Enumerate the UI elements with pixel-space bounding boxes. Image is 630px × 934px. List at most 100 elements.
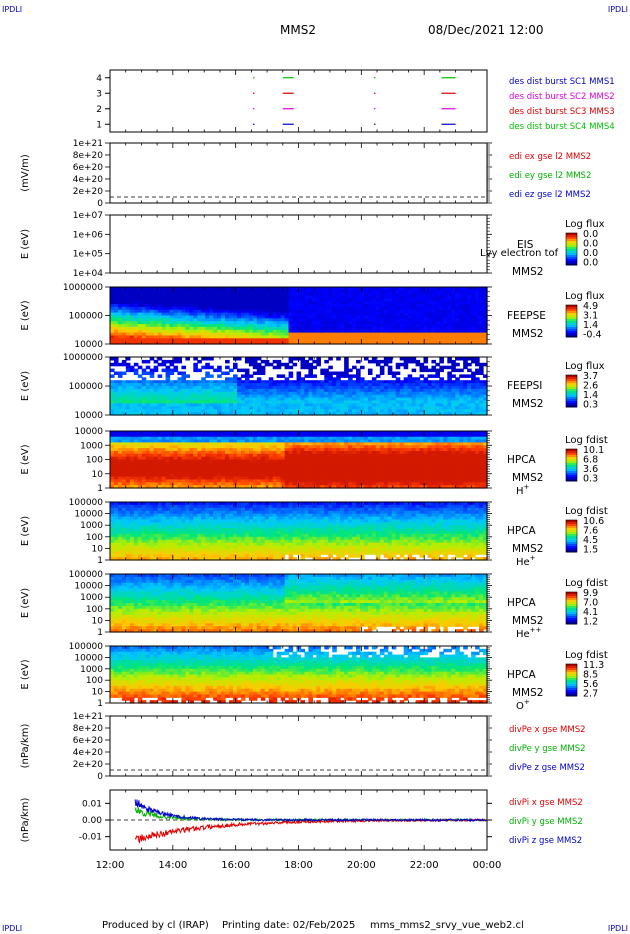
- legend-des-dist-burst-sc4-mms4: des dist burst SC4 MMS4: [509, 122, 615, 132]
- panel-frame-burst: [109, 69, 488, 133]
- ytick-label-burst: 2: [96, 105, 102, 115]
- colorbar-swatch-hpca_h: [566, 461, 577, 464]
- ytick-label-hpca_hepp: 1: [97, 628, 103, 638]
- species-label-hpca_hepp: He++: [516, 626, 542, 640]
- instrument-label-hpca_he: HPCA: [507, 525, 537, 537]
- footer-filename: mms_mms2_srvy_vue_web2.cl: [370, 920, 524, 931]
- colorbar-swatch-feeps_e: [566, 315, 577, 318]
- colorbar-swatch-hpca_h: [566, 459, 577, 462]
- colorbar-swatch-hpca_o: [566, 676, 577, 679]
- ytick-label-divpe: 2e+20: [73, 760, 104, 770]
- colorbar-swatch-hpca_h: [566, 471, 577, 474]
- colorbar-swatch-hpca_hepp: [566, 608, 577, 611]
- colorbar-swatch-hpca_hepp: [566, 622, 577, 625]
- colorbar-swatch-feeps_e: [566, 321, 577, 324]
- colorbar-swatch-feeps_e: [566, 317, 577, 320]
- ytick-label-hpca_h: 1000: [80, 441, 103, 451]
- colorbar-tick-hpca_h: 0.3: [583, 474, 598, 485]
- colorbar-swatch-hpca_o: [566, 670, 577, 673]
- colorbar-swatch-hpca_hepp: [566, 618, 577, 621]
- ytick-label-hpca_hepp: 100: [86, 605, 103, 615]
- ytick-label-divpi: -0.01: [79, 833, 102, 843]
- colorbar-swatch-eis: [566, 233, 577, 236]
- colorbar-tick-feeps_e: -0.4: [583, 330, 602, 341]
- colorbar-swatch-hpca_hepp: [566, 592, 577, 595]
- legend-divpe-y-gse-mms2: divPe y gse MMS2: [509, 744, 586, 754]
- colorbar-swatch-feeps_i: [566, 403, 577, 406]
- colorbar-swatch-feeps_e: [566, 313, 577, 316]
- colorbar-swatch-eis: [566, 257, 577, 260]
- ytick-label-hpca_hepp: 100000: [69, 570, 104, 580]
- spacecraft-label-hpca_hepp: MMS2: [512, 615, 543, 627]
- colorbar-swatch-hpca_he: [566, 542, 577, 545]
- ytick-label-hpca_h: 100: [86, 456, 103, 466]
- panel-frame-edi: [109, 142, 488, 204]
- overlay-label-eis: Lvy electron tof: [480, 248, 559, 259]
- ytick-label-eis: 1e+06: [73, 230, 104, 240]
- colorbar-swatch-eis: [566, 253, 577, 256]
- colorbar-swatch-hpca_he: [566, 550, 577, 553]
- spacecraft-label-hpca_o: MMS2: [512, 687, 543, 699]
- colorbar-swatch-feeps_i: [566, 391, 577, 394]
- ytick-label-hpca_o: 10000: [74, 653, 103, 663]
- colorbar-swatch-hpca_hepp: [566, 606, 577, 609]
- ytick-label-divpi: 0.01: [82, 799, 102, 809]
- ylabel-hpca_o: E (eV): [20, 659, 31, 689]
- colorbar-tick-hpca_hepp: 4.1: [583, 607, 598, 618]
- colorbar-swatch-hpca_o: [566, 694, 577, 697]
- legend-divpi-z-gse-mms2: divPi z gse MMS2: [509, 836, 582, 846]
- ytick-label-eis: 1e+05: [73, 250, 103, 260]
- ytick-label-divpe: 6e+20: [73, 736, 104, 746]
- colorbar-swatch-hpca_he: [566, 538, 577, 541]
- colorbar-swatch-hpca_he: [566, 534, 577, 537]
- ytick-label-divpe: 8e+20: [73, 724, 104, 734]
- colorbar-swatch-hpca_he: [566, 540, 577, 543]
- colorbar-tick-feeps_e: 1.4: [583, 320, 598, 331]
- colorbar-tick-feeps_e: 3.1: [583, 311, 598, 322]
- legend-edi-ez-gse-l2-mms2: edi ez gse l2 MMS2: [509, 190, 591, 200]
- colorbar-swatch-feeps_e: [566, 333, 577, 336]
- colorbar-swatch-feeps_i: [566, 397, 577, 400]
- ytick-label-hpca_o: 100000: [69, 642, 104, 652]
- ytick-label-hpca_o: 1: [97, 699, 103, 709]
- panel-frame-eis: [109, 214, 488, 274]
- ylabel-feeps_e: E (eV): [20, 300, 31, 330]
- corner-label-top-left: IPDLI: [2, 5, 23, 14]
- ylabel-feeps_i: E (eV): [20, 371, 31, 401]
- colorbar-swatch-hpca_h: [566, 467, 577, 470]
- colorbar-swatch-hpca_h: [566, 473, 577, 476]
- legend-divpe-x-gse-mms2: divPe x gse MMS2: [509, 725, 586, 735]
- spectrogram-feeps_i: [110, 357, 488, 416]
- instrument-label-hpca_h: HPCA: [507, 454, 537, 466]
- ytick-label-divpe: 1e+21: [73, 712, 103, 722]
- colorbar-swatch-feeps_e: [566, 335, 577, 338]
- colorbar-swatch-hpca_h: [566, 465, 577, 468]
- colorbar-swatch-hpca_he: [566, 536, 577, 539]
- spectrogram-hpca_o: [110, 646, 488, 704]
- colorbar-swatch-hpca_h: [566, 477, 577, 480]
- colorbar-tick-hpca_he: 10.6: [583, 516, 604, 527]
- colorbar-swatch-hpca_he: [566, 532, 577, 535]
- colorbar-swatch-hpca_he: [566, 546, 577, 549]
- legend-divpi-x-gse-mms2: divPi x gse MMS2: [509, 798, 583, 808]
- colorbar-swatch-hpca_hepp: [566, 600, 577, 603]
- time-tick-label: 16:00: [221, 860, 250, 871]
- ytick-label-hpca_h: 10: [92, 470, 104, 480]
- time-tick-label: 00:00: [473, 860, 502, 871]
- instrument-label-hpca_hepp: HPCA: [507, 597, 537, 609]
- spacecraft-label-hpca_h: MMS2: [512, 472, 543, 484]
- species-label-hpca_he: He+: [516, 554, 536, 568]
- colorbar-swatch-feeps_i: [566, 405, 577, 408]
- colorbar-tick-hpca_he: 1.5: [583, 545, 598, 556]
- colorbar-tick-hpca_hepp: 7.0: [583, 598, 598, 609]
- colorbar-swatch-hpca_hepp: [566, 596, 577, 599]
- colorbar-swatch-feeps_e: [566, 327, 577, 330]
- colorbar-swatch-feeps_i: [566, 401, 577, 404]
- colorbar-swatch-feeps_i: [566, 395, 577, 398]
- colorbar-swatch-hpca_he: [566, 544, 577, 547]
- colorbar-tick-hpca_hepp: 1.2: [583, 617, 598, 628]
- spacecraft-label-eis: MMS2: [512, 266, 543, 278]
- panel-frame-divpe: [109, 715, 488, 777]
- colorbar-swatch-feeps_e: [566, 329, 577, 332]
